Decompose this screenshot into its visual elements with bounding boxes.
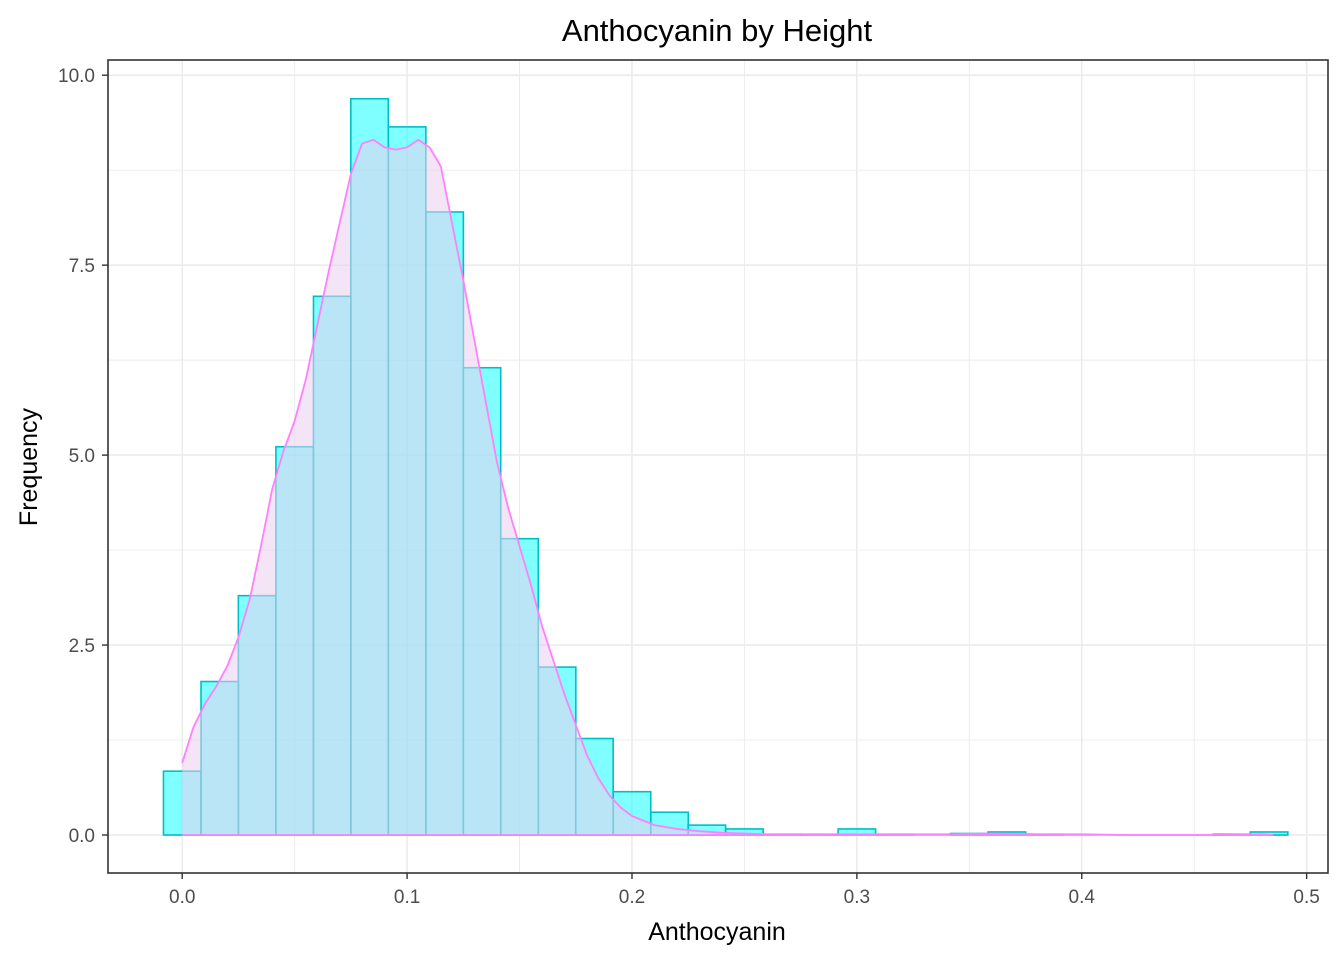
x-tick-label: 0.5 bbox=[1293, 887, 1319, 908]
y-tick-label: 10.0 bbox=[58, 66, 95, 87]
x-tick-label: 0.0 bbox=[169, 887, 195, 908]
x-tick-label: 0.2 bbox=[619, 887, 645, 908]
chart-title: Anthocyanin by Height bbox=[562, 13, 873, 48]
y-axis-label: Frequency bbox=[15, 407, 43, 526]
plot-panel bbox=[107, 59, 1329, 874]
x-tick-label: 0.1 bbox=[394, 887, 420, 908]
x-axis-label: Anthocyanin bbox=[648, 918, 786, 946]
y-tick-label: 0.0 bbox=[69, 826, 95, 847]
density-area bbox=[182, 139, 1273, 836]
y-tick-label: 7.5 bbox=[69, 256, 95, 277]
y-tick-label: 5.0 bbox=[69, 446, 95, 467]
y-tick-label: 2.5 bbox=[69, 636, 95, 657]
x-tick-label: 0.4 bbox=[1069, 887, 1096, 908]
plot-border bbox=[107, 59, 1329, 874]
x-tick-label: 0.3 bbox=[844, 887, 870, 908]
